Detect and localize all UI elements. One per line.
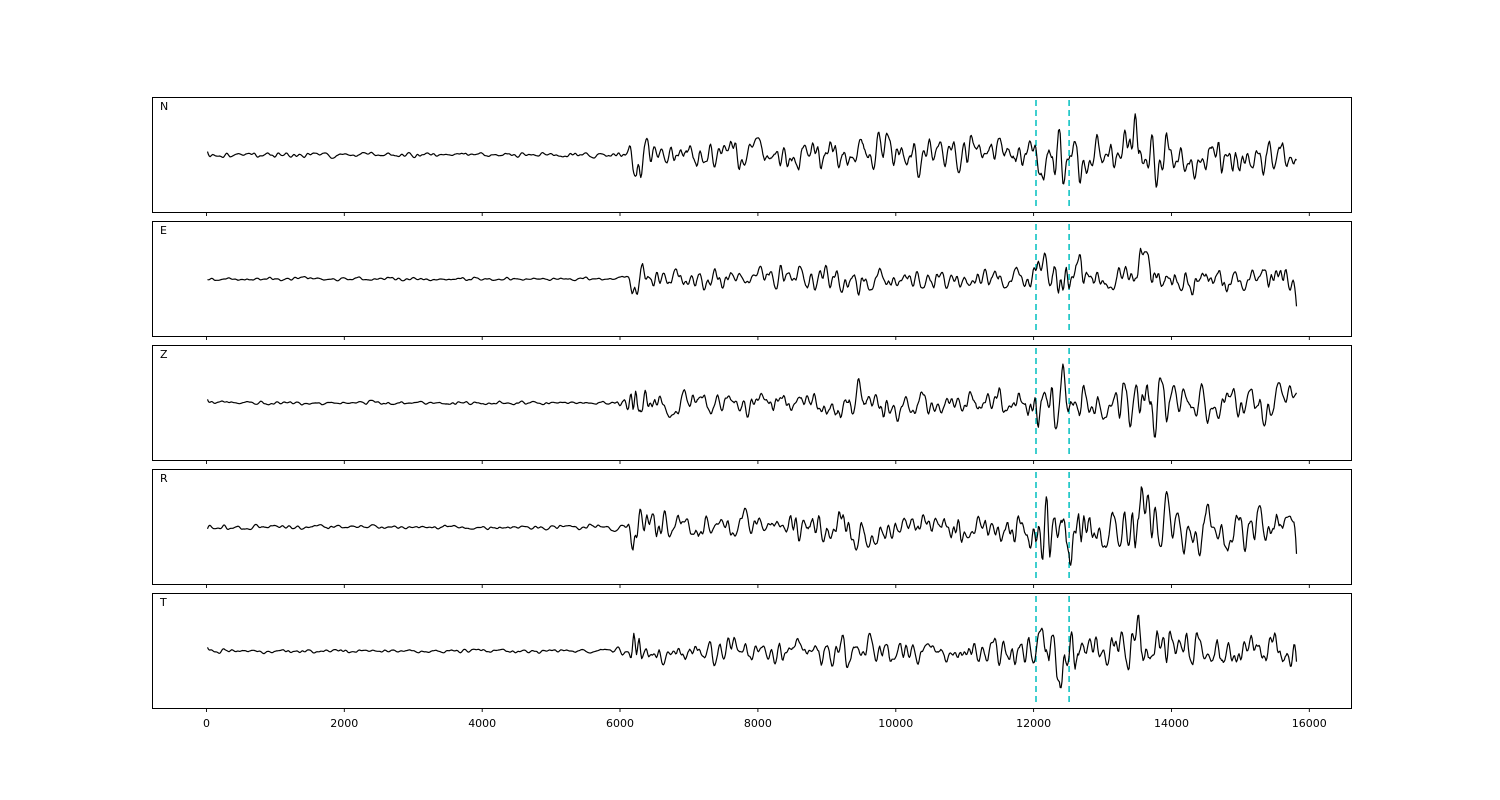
- x-tick-label: 4000: [468, 717, 497, 730]
- panel-Z: Z: [152, 345, 1352, 461]
- x-tick-label: 14000: [1154, 717, 1189, 730]
- seismic-trace: [206, 486, 1298, 566]
- panel-E: E: [152, 221, 1352, 337]
- seismic-trace: [206, 113, 1297, 188]
- waveform-plot-T: [206, 596, 1298, 706]
- panel-N: N: [152, 97, 1352, 213]
- x-tick-label: 10000: [878, 717, 914, 730]
- x-tick-label: 8000: [743, 717, 772, 730]
- x-tick-label: 0: [203, 717, 210, 730]
- seismic-trace: [206, 363, 1298, 438]
- waveform-plot-N: [206, 100, 1297, 210]
- panel-label-R: R: [160, 472, 168, 485]
- x-tick-label: 16000: [1291, 717, 1327, 730]
- seismic-trace: [207, 247, 1298, 307]
- panel-label-Z: Z: [160, 348, 168, 361]
- waveform-plot-R: [206, 472, 1298, 582]
- waveform-plot-E: [207, 224, 1298, 334]
- panel-label-E: E: [160, 224, 167, 237]
- panel-R: R: [152, 469, 1352, 585]
- x-tick-label: 2000: [330, 717, 359, 730]
- panel-label-N: N: [160, 100, 169, 113]
- x-tick-label: 6000: [606, 717, 634, 730]
- seismic-trace: [206, 614, 1298, 689]
- x-axis: 0 2000 4000 6000 8000 10000 12000 14000 16000: [152, 713, 1350, 739]
- x-tick-label: 12000: [1016, 717, 1052, 730]
- waveform-plot-Z: [206, 348, 1298, 458]
- panel-label-T: T: [160, 596, 167, 609]
- panel-T: T: [152, 593, 1352, 709]
